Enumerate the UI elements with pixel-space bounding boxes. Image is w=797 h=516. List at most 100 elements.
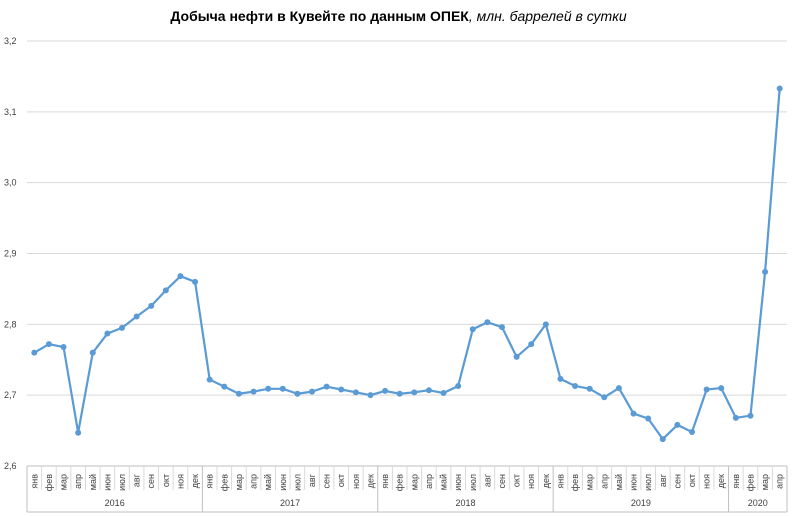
- data-point: [659, 436, 666, 443]
- x-tick-label-year: 2018: [455, 498, 475, 508]
- x-tick-label-month: апр: [249, 474, 259, 489]
- data-point: [586, 385, 593, 392]
- x-tick-label-month: июл: [468, 474, 478, 491]
- data-point: [557, 375, 564, 382]
- x-tick-label-month: июн: [453, 474, 463, 491]
- data-point: [440, 390, 447, 397]
- x-tick-label-month: дек: [190, 474, 200, 488]
- x-tick-label-month: фев: [570, 474, 580, 491]
- data-point: [542, 321, 549, 328]
- data-point: [528, 341, 535, 348]
- data-point: [89, 349, 96, 356]
- chart-title: Добыча нефти в Кувейте по данным ОПЕК, м…: [0, 8, 797, 24]
- x-tick-label-month: апр: [599, 474, 609, 489]
- data-point: [382, 387, 389, 394]
- x-tick-label-month: окт: [336, 474, 346, 487]
- data-point: [499, 324, 505, 331]
- y-tick-label: 3,1: [4, 107, 17, 117]
- data-point: [352, 389, 359, 396]
- data-point: [425, 387, 432, 394]
- y-tick-label: 2,6: [4, 461, 17, 471]
- x-tick-label-month: янв: [205, 474, 215, 489]
- y-tick-label: 2,9: [4, 249, 17, 259]
- x-tick-label-month: май: [263, 474, 273, 490]
- data-point: [323, 383, 330, 390]
- data-point: [177, 273, 184, 280]
- x-tick-label-year: 2020: [748, 498, 768, 508]
- data-point: [45, 341, 52, 348]
- data-point: [732, 414, 739, 421]
- data-point: [645, 415, 652, 422]
- data-point: [367, 392, 374, 399]
- data-point: [148, 302, 155, 309]
- data-point: [674, 421, 681, 428]
- data-point: [192, 278, 199, 285]
- data-point: [718, 385, 725, 392]
- x-tick-label-month: окт: [512, 474, 522, 487]
- x-tick-label-month: май: [614, 474, 624, 490]
- x-tick-label-month: ноя: [702, 474, 712, 489]
- data-point: [206, 376, 213, 383]
- data-point: [411, 389, 418, 396]
- data-point: [484, 319, 491, 326]
- x-tick-label-month: мар: [409, 474, 419, 490]
- x-tick-label-month: сен: [322, 474, 332, 489]
- x-tick-label-month: мар: [585, 474, 595, 490]
- x-tick-label-month: янв: [29, 474, 39, 489]
- x-tick-label-month: фев: [395, 474, 405, 491]
- chart-title-units: , млн. баррелей в сутки: [468, 8, 627, 24]
- data-point: [689, 429, 695, 435]
- y-tick-label: 3,0: [4, 178, 17, 188]
- data-point: [133, 313, 140, 320]
- x-tick-label-month: сен: [146, 474, 156, 489]
- data-point: [119, 324, 125, 331]
- chart-title-main: Добыча нефти в Кувейте по данным ОПЕК: [170, 8, 469, 24]
- x-tick-label-month: фев: [745, 474, 755, 491]
- x-tick-label-month: фев: [44, 474, 54, 491]
- x-tick-label-year: 2019: [631, 498, 651, 508]
- x-tick-label-month: мар: [59, 474, 69, 490]
- x-tick-label-month: май: [88, 474, 98, 490]
- data-point: [60, 344, 67, 350]
- x-tick-label-month: сен: [672, 474, 682, 489]
- x-tick-label-month: июл: [292, 474, 302, 491]
- data-point: [513, 353, 520, 360]
- x-tick-label-month: дек: [541, 474, 551, 488]
- x-tick-label-month: мар: [760, 474, 770, 490]
- data-point: [250, 388, 257, 395]
- x-tick-label-month: июл: [117, 474, 127, 491]
- data-point: [455, 382, 462, 389]
- data-point: [572, 382, 579, 389]
- y-tick-label: 3,2: [4, 36, 17, 46]
- x-tick-label-month: ноя: [175, 474, 185, 489]
- data-point: [221, 383, 228, 390]
- data-point: [104, 330, 111, 337]
- data-point: [469, 326, 476, 333]
- x-tick-label-month: июн: [278, 474, 288, 491]
- data-point: [235, 390, 242, 397]
- x-tick-label-month: июн: [102, 474, 112, 491]
- x-tick-label-month: авг: [658, 473, 668, 487]
- data-point: [762, 268, 769, 275]
- x-tick-label-month: окт: [687, 474, 697, 487]
- x-tick-label-month: авг: [307, 473, 317, 487]
- x-tick-label-month: июн: [629, 474, 639, 491]
- x-tick-label-month: янв: [555, 474, 565, 489]
- x-tick-label-month: авг: [132, 473, 142, 487]
- data-point: [747, 412, 754, 419]
- x-tick-label-month: дек: [716, 474, 726, 488]
- data-point: [294, 390, 301, 397]
- data-point: [309, 388, 315, 395]
- x-tick-label-month: фев: [219, 474, 229, 491]
- x-tick-label-month: янв: [380, 474, 390, 489]
- x-tick-label-year: 2016: [105, 498, 125, 508]
- x-tick-label-month: авг: [482, 473, 492, 487]
- data-point: [75, 429, 82, 436]
- x-tick-label-month: дек: [365, 474, 375, 488]
- x-tick-label-month: ноя: [351, 474, 361, 489]
- data-point: [601, 394, 608, 401]
- data-point: [31, 349, 38, 356]
- x-tick-label-month: апр: [424, 474, 434, 489]
- series-line: [33, 88, 781, 441]
- data-point: [279, 385, 286, 392]
